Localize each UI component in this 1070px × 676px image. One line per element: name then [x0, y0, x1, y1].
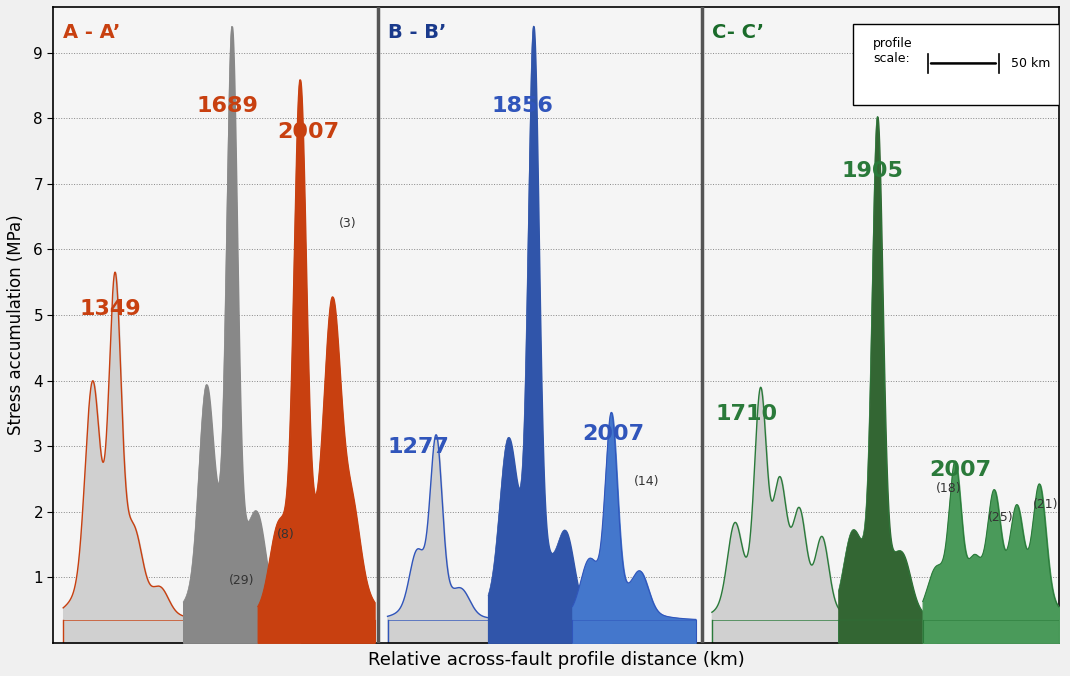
Text: profile
scale:: profile scale:	[873, 37, 913, 65]
Text: 1277: 1277	[387, 437, 449, 457]
Text: (25): (25)	[988, 512, 1013, 525]
Text: 50 km: 50 km	[1011, 57, 1050, 70]
X-axis label: Relative across-fault profile distance (km): Relative across-fault profile distance (…	[368, 651, 745, 669]
Text: 1856: 1856	[491, 96, 553, 116]
Text: 2007: 2007	[277, 122, 339, 142]
Text: (29): (29)	[229, 574, 254, 587]
Text: (18): (18)	[935, 482, 961, 495]
Text: (21): (21)	[1033, 498, 1058, 511]
Text: 2007: 2007	[929, 460, 991, 479]
Text: 1710: 1710	[715, 404, 777, 424]
Text: 1689: 1689	[196, 96, 258, 116]
Text: (8): (8)	[277, 528, 295, 541]
Text: (3): (3)	[339, 216, 356, 230]
Text: 1905: 1905	[842, 162, 903, 181]
Text: 1349: 1349	[79, 299, 141, 319]
Text: (14): (14)	[635, 475, 659, 489]
Y-axis label: Stress accumulation (MPa): Stress accumulation (MPa)	[6, 214, 25, 435]
Text: C- C’: C- C’	[712, 24, 764, 43]
Text: B - B’: B - B’	[387, 24, 446, 43]
Text: 2007: 2007	[582, 424, 644, 443]
FancyBboxPatch shape	[853, 24, 1059, 105]
Text: A - A’: A - A’	[63, 24, 121, 43]
